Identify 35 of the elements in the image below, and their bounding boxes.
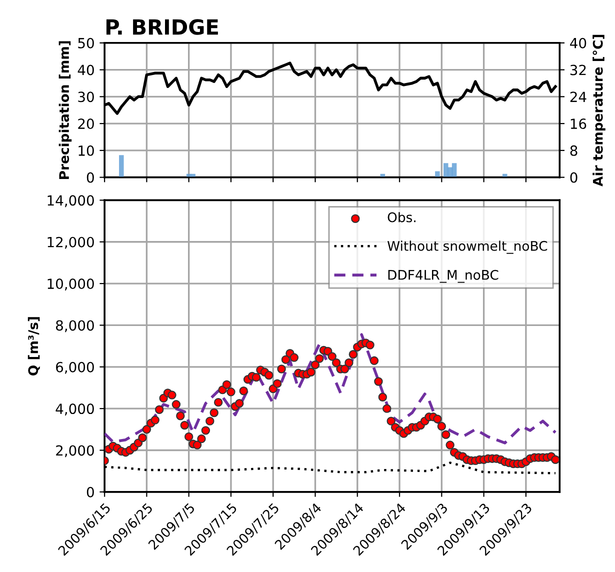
y2-tick-label: 24 xyxy=(570,92,586,102)
y-tick-label: 0 xyxy=(86,486,94,498)
y2-tick-label: 8 xyxy=(570,145,578,156)
y2-tick-label: 0 xyxy=(570,172,578,183)
bar xyxy=(380,174,386,178)
y-tick-label: 30 xyxy=(78,92,94,102)
y-tick-label: 10 xyxy=(78,145,94,156)
y-tick-label: 20 xyxy=(78,118,94,130)
legend-label: Without snowmelt_noBC xyxy=(387,240,548,254)
y-tick-label: 6,000 xyxy=(56,362,94,374)
legend-label: Obs. xyxy=(388,212,416,222)
y-tick-label: 12,000 xyxy=(48,236,94,249)
y-tick-label: 2,000 xyxy=(56,445,94,458)
bar xyxy=(190,174,196,178)
legend-label: DDF4LR_M_noBC xyxy=(388,270,498,283)
y2-tick-label: 16 xyxy=(570,118,586,130)
bar xyxy=(452,163,457,178)
y-axis-title: Q [m³/s] xyxy=(28,317,40,376)
y-tick-label: 8,000 xyxy=(56,320,94,332)
chart-title: P. BRIDGE xyxy=(106,19,218,35)
y2-tick-label: 40 xyxy=(570,38,586,48)
y-tick-label: 40 xyxy=(78,64,94,76)
bar xyxy=(119,155,124,178)
bar xyxy=(435,171,440,178)
y-axis-title: Precipitation [mm] xyxy=(58,41,72,179)
y2-tick-label: 32 xyxy=(570,64,586,76)
y-tick-label: 0 xyxy=(86,172,94,183)
y-tick-label: 10,000 xyxy=(48,278,94,290)
y-tick-label: 50 xyxy=(78,38,94,48)
y-tick-label: 14,000 xyxy=(48,195,94,208)
bar xyxy=(443,163,448,178)
y2-axis-title: Air temperature [°C] xyxy=(592,34,606,186)
bar xyxy=(502,174,508,178)
y-tick-label: 4,000 xyxy=(56,404,94,416)
bar xyxy=(448,167,452,178)
